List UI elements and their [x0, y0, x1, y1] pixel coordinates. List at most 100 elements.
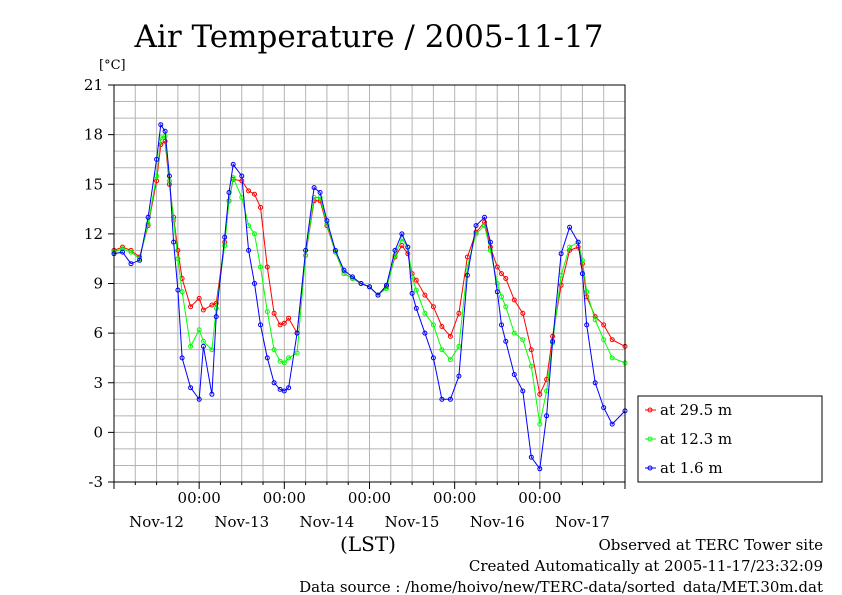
data-point	[222, 243, 228, 248]
data-point	[281, 320, 287, 326]
data-point	[558, 251, 564, 257]
data-point	[456, 310, 462, 316]
data-point	[422, 310, 428, 316]
data-point	[447, 357, 453, 363]
data-point	[439, 324, 445, 329]
data-point	[281, 388, 287, 394]
data-point	[392, 252, 398, 258]
data-point	[528, 363, 534, 369]
data-point	[511, 372, 517, 377]
data-point	[447, 333, 453, 339]
data-point	[413, 305, 419, 311]
data-point	[222, 234, 228, 240]
data-point	[162, 128, 168, 134]
data-point	[464, 264, 470, 270]
data-point	[487, 247, 493, 253]
data-point	[246, 247, 252, 253]
data-point	[609, 355, 615, 361]
x-tick-label-time: 00:00	[178, 489, 221, 507]
data-point	[200, 307, 206, 313]
data-point	[579, 271, 585, 277]
data-point	[494, 289, 500, 295]
data-point	[200, 343, 206, 349]
data-point	[537, 466, 543, 472]
x-axis: 00:00 00:00 00:00 00:00 00:00 Nov-12 Nov-13 Nov…	[113, 482, 626, 531]
data-point	[567, 244, 573, 250]
data-point	[537, 421, 543, 427]
data-point	[188, 304, 194, 310]
data-point	[413, 287, 419, 293]
data-point	[367, 284, 372, 290]
x-tick-label-time: 00:00	[263, 489, 306, 507]
x-tick-label-date: Nov-13	[214, 513, 269, 531]
data-point	[179, 355, 185, 361]
data-point	[384, 286, 389, 291]
y-axis-unit: [°C]	[99, 58, 126, 73]
data-point	[511, 297, 517, 303]
data-point	[286, 355, 292, 361]
data-point	[520, 337, 526, 343]
data-point	[120, 249, 125, 255]
y-tick-label: 21	[84, 76, 103, 94]
legend-label: at 29.5 m	[660, 401, 732, 419]
data-point	[520, 388, 526, 394]
data-point	[375, 292, 381, 298]
data-point	[482, 219, 487, 225]
data-point	[246, 188, 252, 194]
data-point	[196, 327, 202, 333]
data-point	[271, 310, 277, 316]
data-point	[422, 292, 428, 298]
data-point	[464, 272, 470, 278]
data-point	[544, 413, 550, 419]
data-point	[487, 239, 493, 245]
series-at-1-6-m	[111, 122, 628, 472]
data-point	[358, 281, 364, 286]
data-point	[252, 231, 257, 237]
data-point	[409, 290, 415, 296]
data-point	[128, 261, 134, 267]
x-tick-label-time: 00:00	[433, 489, 476, 507]
data-point	[503, 304, 509, 310]
data-point	[447, 396, 453, 402]
y-tick-label: 15	[84, 175, 103, 193]
data-point	[271, 347, 277, 353]
data-point	[137, 257, 143, 263]
data-point	[399, 231, 405, 237]
data-point	[609, 337, 615, 343]
data-point	[271, 380, 277, 386]
data-point	[258, 264, 263, 270]
data-point	[584, 289, 590, 295]
x-tick-label-date: Nov-17	[555, 513, 610, 531]
data-point	[558, 282, 564, 288]
y-tick-label: 3	[93, 374, 103, 392]
data-point	[175, 247, 181, 253]
data-point	[179, 289, 185, 295]
data-point	[154, 156, 160, 162]
data-point	[494, 281, 500, 286]
data-point	[439, 347, 445, 353]
data-point	[188, 343, 194, 349]
data-point	[154, 178, 160, 184]
data-point	[226, 198, 232, 204]
x-tick-label-date: Nov-16	[470, 513, 525, 531]
x-tick-label-date: Nov-15	[385, 513, 440, 531]
data-point	[528, 454, 534, 460]
data-point	[213, 305, 219, 311]
footer-source: Data source : /home/hoivo/new/TERC-data/…	[299, 578, 823, 595]
y-tick-label: 6	[93, 324, 103, 342]
data-point	[213, 314, 219, 320]
data-point	[166, 173, 172, 179]
data-point	[422, 330, 428, 336]
data-point	[464, 254, 470, 260]
y-tick-label: 0	[93, 423, 103, 441]
data-point	[482, 214, 487, 220]
data-point	[324, 218, 330, 224]
y-axis: -3 0 3 6 9 12 15 18 21	[84, 76, 114, 491]
legend-label: at 12.3 m	[660, 430, 732, 448]
legend-box	[637, 395, 823, 483]
data-point	[520, 310, 526, 316]
data-point	[601, 337, 607, 343]
series-layer	[111, 122, 628, 472]
data-point	[584, 322, 590, 328]
